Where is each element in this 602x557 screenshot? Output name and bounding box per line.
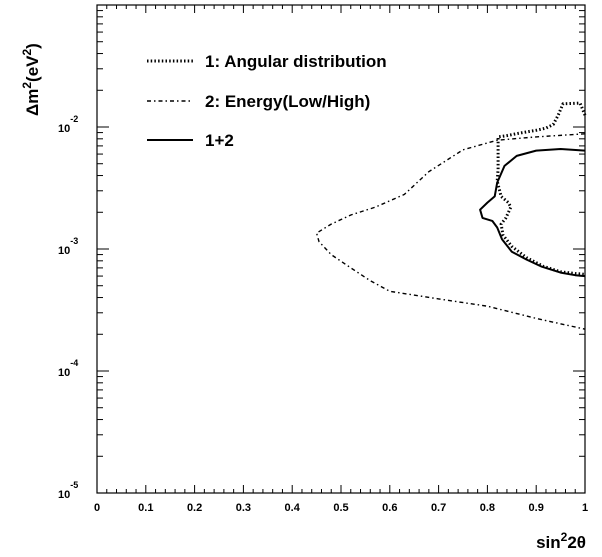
y-axis-title-mid: (eV <box>23 55 42 82</box>
x-tick-label: 0.1 <box>138 502 153 514</box>
plot-frame <box>96 4 586 494</box>
x-tick-label: 0.7 <box>431 502 446 514</box>
x-axis-title-rest: 2θ <box>567 533 586 552</box>
x-tick-label: 0.3 <box>236 502 251 514</box>
contour-curves <box>315 101 587 330</box>
x-axis-title: sin22θ <box>536 530 586 552</box>
x-axis-title-base: sin <box>536 533 561 552</box>
x-tick-label: 1 <box>582 502 588 514</box>
legend-label: 1+2 <box>205 131 234 150</box>
x-axis-title-sup: 2 <box>561 530 568 544</box>
y-axis-title-sup2: 2 <box>20 49 34 56</box>
axis-tick-labels: 0 0.1 0.2 0.3 0.4 0.5 0.6 0.7 0.8 0.9 110-210-310-… <box>58 114 588 514</box>
x-tick-label: 0.6 <box>382 502 397 514</box>
y-tick-label-base: 10 <box>58 245 70 257</box>
y-tick-label-base: 10 <box>58 123 70 135</box>
y-tick-label-base: 10 <box>58 489 70 501</box>
axis-ticks <box>96 5 586 494</box>
contour-solid <box>479 148 586 278</box>
y-tick-label-exp: -5 <box>70 480 78 490</box>
legend: 1: Angular distribution 2: Energy(Low/Hig… <box>147 52 387 150</box>
legend-label: 2: Energy(Low/High) <box>205 92 370 111</box>
y-tick-label-exp: -4 <box>70 358 78 368</box>
contour-dashdot <box>315 133 586 330</box>
x-tick-label: 0 <box>94 502 100 514</box>
y-tick-label: 10-4 <box>58 358 78 379</box>
x-tick-label: 0.5 <box>333 502 348 514</box>
y-tick-label: 10-5 <box>58 480 78 501</box>
x-tick-label: 0.4 <box>285 502 301 514</box>
x-tick-label: 0.8 <box>480 502 495 514</box>
y-tick-label: 10-3 <box>58 236 78 257</box>
x-tick-label: 0.2 <box>187 502 202 514</box>
y-tick-label-exp: -3 <box>70 236 78 246</box>
y-tick-label: 10-2 <box>58 114 78 135</box>
y-axis-title-post: ) <box>23 43 42 49</box>
y-tick-label-exp: -2 <box>70 114 78 124</box>
x-tick-label: 0.9 <box>529 502 544 514</box>
y-axis-title: Δm2(eV2) <box>20 43 42 116</box>
legend-label: 1: Angular distribution <box>205 52 387 71</box>
y-tick-label-base: 10 <box>58 367 70 379</box>
y-axis-title-pre: Δm <box>23 89 42 116</box>
contour-dotted <box>495 101 587 276</box>
y-axis-title-sup1: 2 <box>20 82 34 89</box>
